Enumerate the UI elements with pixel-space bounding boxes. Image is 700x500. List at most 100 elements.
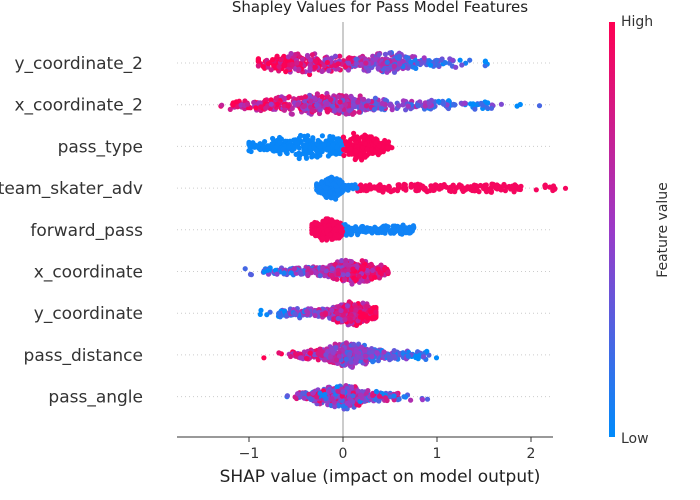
shap-point xyxy=(376,393,383,399)
shap-point xyxy=(434,57,440,64)
shap-point xyxy=(323,352,329,358)
shap-point xyxy=(262,139,268,145)
shap-point xyxy=(332,108,338,114)
shap-point xyxy=(382,51,388,57)
shap-point xyxy=(281,95,287,101)
shap-point xyxy=(230,100,236,106)
shap-point xyxy=(337,99,343,105)
shap-point xyxy=(436,98,442,104)
shap-point xyxy=(281,107,288,113)
shap-point xyxy=(315,137,321,144)
shap-point xyxy=(382,137,388,144)
shap-point xyxy=(386,183,392,189)
shap-point xyxy=(343,340,349,346)
shap-point xyxy=(409,54,416,60)
shap-point xyxy=(320,265,326,272)
shap-point xyxy=(343,111,349,117)
shap-point xyxy=(364,228,370,234)
shap-point xyxy=(345,271,351,278)
shap-point xyxy=(277,140,283,146)
shap-point xyxy=(408,397,414,403)
shap-point xyxy=(341,134,347,141)
shap-point xyxy=(379,184,385,190)
shap-point xyxy=(426,100,432,106)
shap-point xyxy=(550,187,556,194)
shap-point xyxy=(292,311,298,317)
shap-point xyxy=(286,144,292,151)
shap-point xyxy=(467,57,473,63)
shap-point xyxy=(387,354,393,360)
shap-point xyxy=(342,102,349,108)
shap-point xyxy=(312,58,319,64)
shap-point xyxy=(289,111,295,117)
shap-point xyxy=(257,141,263,147)
shap-point xyxy=(353,60,360,67)
shap-point xyxy=(495,185,502,191)
shap-point xyxy=(271,63,277,69)
shap-point xyxy=(420,354,427,360)
shap-point xyxy=(405,103,411,109)
shap-point xyxy=(319,133,325,139)
shap-point xyxy=(380,189,386,195)
shap-point xyxy=(347,225,353,231)
shap-point xyxy=(287,138,293,144)
shap-point xyxy=(398,226,404,232)
feature-label: forward_pass xyxy=(30,221,143,241)
shap-point xyxy=(307,71,313,78)
shap-point xyxy=(271,147,277,154)
shap-point xyxy=(321,142,327,148)
shap-point xyxy=(308,396,314,402)
shap-point xyxy=(331,220,338,226)
shap-point xyxy=(278,56,284,63)
shap-point xyxy=(331,195,337,201)
shap-point xyxy=(355,99,361,105)
shap-point xyxy=(479,102,486,108)
shap-point xyxy=(319,68,325,74)
shap-point xyxy=(281,62,287,68)
shap-point xyxy=(341,152,347,159)
shap-point xyxy=(472,106,478,112)
shap-point xyxy=(258,104,264,110)
shap-point xyxy=(325,146,331,152)
shap-point xyxy=(309,52,315,58)
shap-point xyxy=(342,276,348,283)
shap-point xyxy=(335,388,341,394)
shap-point xyxy=(471,182,477,188)
shap-point xyxy=(348,359,354,365)
shap-point xyxy=(413,65,419,71)
shap-point xyxy=(322,311,328,317)
shap-point xyxy=(334,144,340,150)
shap-point xyxy=(344,142,350,148)
shap-point xyxy=(373,309,379,315)
shap-point xyxy=(370,314,376,320)
shap-point xyxy=(314,154,320,160)
shap-point xyxy=(276,311,282,317)
shap-point xyxy=(260,64,266,70)
shap-point xyxy=(350,111,356,117)
feature-labels: y_coordinate_2x_coordinate_2pass_typetea… xyxy=(0,54,143,408)
shap-point xyxy=(295,391,301,397)
shap-point xyxy=(373,139,379,146)
shap-point xyxy=(329,307,335,313)
shap-point xyxy=(310,390,316,396)
shap-point xyxy=(345,60,352,66)
shap-point xyxy=(457,57,463,63)
shap-point xyxy=(353,139,359,145)
shap-point xyxy=(376,52,382,58)
shap-point xyxy=(334,384,340,390)
shap-point xyxy=(364,315,371,321)
shap-point xyxy=(419,183,425,189)
shap-point xyxy=(509,183,515,189)
shap-point xyxy=(413,353,419,359)
shap-point xyxy=(340,272,346,278)
shap-point xyxy=(270,135,276,142)
shap-point xyxy=(342,317,348,323)
shap-point xyxy=(533,187,539,193)
shap-point xyxy=(350,266,356,272)
shap-point xyxy=(562,185,569,191)
shap-point xyxy=(456,182,463,188)
shap-point xyxy=(349,281,355,287)
shap-point xyxy=(357,152,363,158)
shap-point xyxy=(375,266,381,272)
shap-point xyxy=(322,392,328,398)
